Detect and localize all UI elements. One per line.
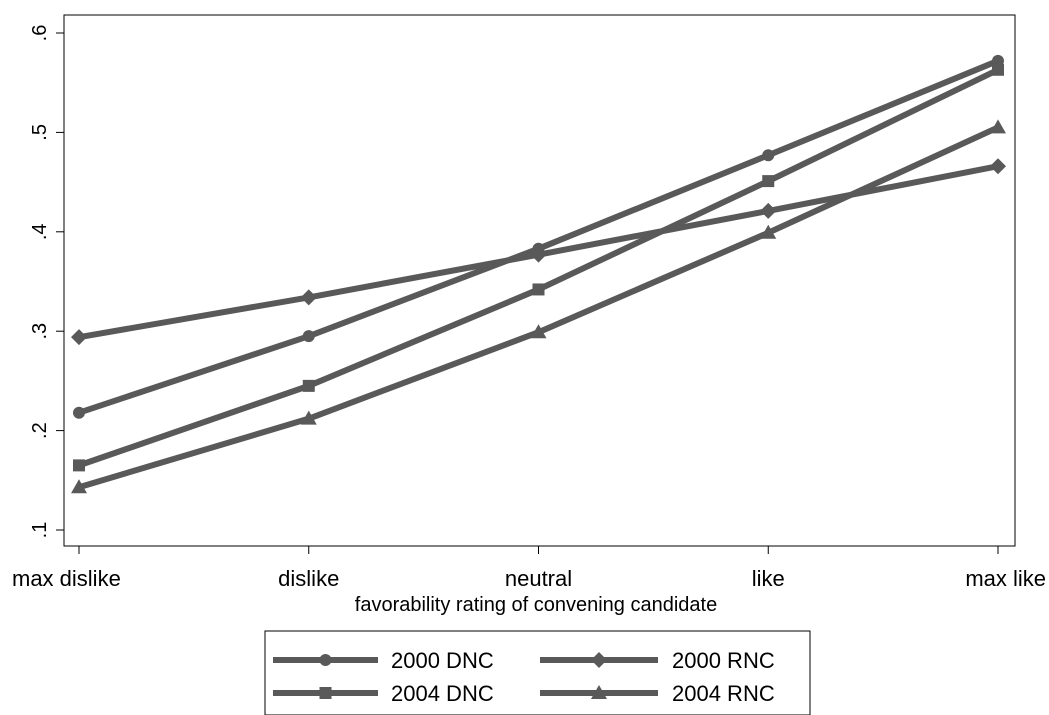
legend-item: 2000 RNC (540, 648, 775, 673)
data-point (71, 479, 87, 494)
x-axis: max dislike dislike neutral like max like (12, 546, 1046, 591)
plot-area-frame (63, 14, 1016, 547)
legend-box (264, 630, 811, 715)
data-point (530, 246, 547, 263)
legend: 2000 DNC 2000 RNC 2004 DNC 2004 RNC (264, 630, 811, 715)
data-point (530, 324, 547, 339)
x-axis-label: favorability rating of convening candida… (355, 594, 717, 616)
series-2000-dnc (73, 54, 1004, 419)
y-axis: .1 .2 .3 .4 .5 .6 (29, 25, 64, 539)
series-2004-dnc (73, 63, 1004, 472)
legend-label: 2004 RNC (672, 681, 775, 706)
legend-item: 2004 RNC (540, 681, 775, 706)
data-point (990, 158, 1006, 175)
data-point (73, 459, 85, 472)
y-tick-label: .6 (29, 25, 51, 42)
legend-item: 2000 DNC (273, 648, 494, 673)
y-tick-label: .1 (29, 522, 51, 539)
data-point (990, 119, 1006, 134)
legend-item: 2004 DNC (273, 681, 494, 706)
data-point (302, 379, 315, 392)
x-tick-label: max dislike (12, 566, 121, 591)
data-point (532, 283, 545, 296)
x-tick-label: dislike (278, 566, 339, 591)
x-tick-label: max like (965, 566, 1046, 591)
legend-label: 2000 RNC (672, 648, 775, 673)
y-tick-label: .5 (29, 124, 51, 141)
data-point (760, 202, 777, 219)
data-point (992, 63, 1004, 76)
data-point (762, 175, 775, 188)
x-tick-label: neutral (505, 566, 572, 591)
data-point (762, 149, 775, 162)
series-line (78, 124, 1000, 491)
data-point (300, 410, 317, 425)
series-2004-rnc (71, 119, 1006, 494)
legend-marker (319, 654, 332, 666)
series-line (78, 67, 1000, 469)
x-tick-label: like (752, 566, 785, 591)
legend-label: 2004 DNC (391, 681, 494, 706)
data-point (760, 224, 777, 239)
legend-label: 2000 DNC (391, 648, 494, 673)
data-point (73, 406, 85, 419)
y-tick-label: .4 (29, 223, 51, 240)
series-layer (71, 54, 1006, 494)
data-point (302, 330, 315, 343)
y-tick-label: .3 (29, 323, 51, 340)
data-point (71, 329, 87, 346)
legend-marker (591, 685, 607, 699)
data-point (300, 289, 317, 306)
legend-marker (319, 687, 332, 699)
y-tick-label: .2 (29, 422, 51, 439)
series-line (78, 58, 1000, 416)
legend-marker (591, 652, 607, 668)
